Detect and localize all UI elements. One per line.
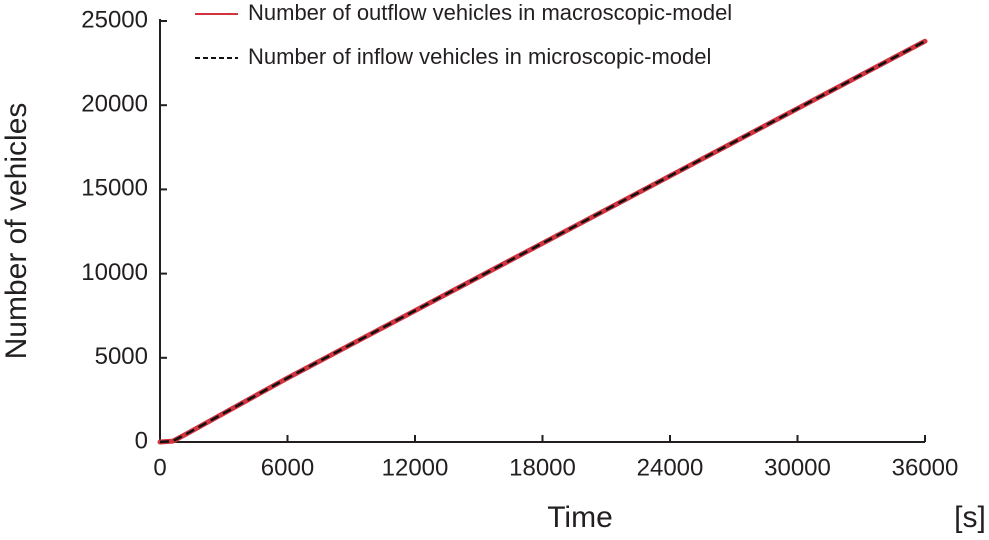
y-axis-label: Number of vehicles bbox=[0, 103, 33, 360]
x-axis-unit: [s] bbox=[954, 501, 986, 534]
y-tick-label: 20000 bbox=[81, 91, 148, 118]
legend-label: Number of inflow vehicles in microscopic… bbox=[248, 44, 711, 69]
x-tick-label: 18000 bbox=[509, 454, 576, 481]
x-tick-label: 6000 bbox=[261, 454, 314, 481]
x-tick-label: 12000 bbox=[382, 454, 449, 481]
x-tick-label: 30000 bbox=[764, 454, 831, 481]
y-tick-label: 5000 bbox=[95, 343, 148, 370]
y-tick-label: 15000 bbox=[81, 175, 148, 202]
x-tick-label: 36000 bbox=[892, 454, 959, 481]
x-tick-label: 0 bbox=[153, 454, 166, 481]
y-tick-label: 10000 bbox=[81, 259, 148, 286]
y-tick-label: 0 bbox=[135, 427, 148, 454]
legend-label: Number of outflow vehicles in macroscopi… bbox=[248, 0, 732, 25]
x-axis-label: Time bbox=[547, 501, 613, 534]
y-tick-label: 25000 bbox=[81, 6, 148, 33]
line-series bbox=[159, 40, 926, 444]
x-tick-label: 24000 bbox=[637, 454, 704, 481]
